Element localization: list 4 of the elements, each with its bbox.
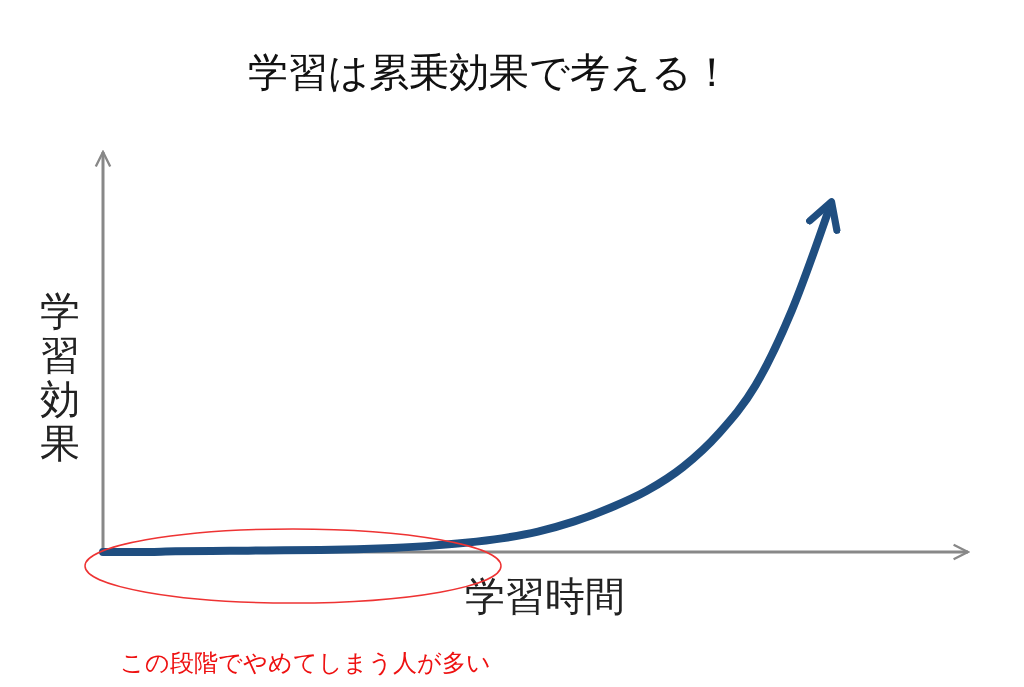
y-axis-title: 学習効果 <box>40 288 80 466</box>
x-axis-title: 学習時間 <box>465 573 625 619</box>
chart-title: 学習は累乗効果で考える！ <box>248 49 732 95</box>
text: この段階でやめてしまう人が多い <box>120 649 491 677</box>
